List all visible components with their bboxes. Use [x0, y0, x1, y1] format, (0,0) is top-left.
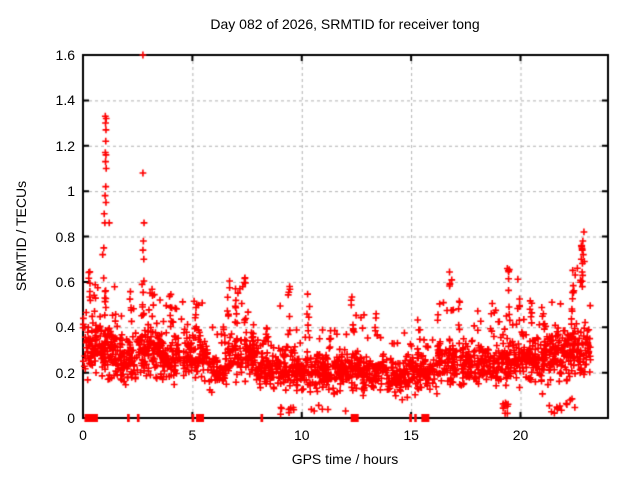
y-tick-label: 0.2 — [55, 364, 75, 381]
y-tick-label: 0.4 — [55, 319, 75, 336]
x-axis-label: GPS time / hours — [291, 451, 399, 467]
y-tick-label: 1.6 — [55, 47, 75, 63]
x-tick-label: 10 — [293, 427, 310, 443]
y-tick-label: 1 — [67, 183, 75, 200]
y-tick-label: 0 — [67, 410, 75, 426]
x-tick-label: 0 — [79, 427, 87, 443]
y-tick-label: 0.6 — [55, 273, 75, 290]
chart-title: Day 082 of 2026, SRMTID for receiver ton… — [210, 16, 480, 32]
y-tick-label: 0.8 — [55, 228, 75, 245]
y-tick-label: 1.4 — [55, 92, 75, 109]
x-tick-label: 5 — [188, 427, 197, 443]
x-tick-label: 20 — [512, 427, 529, 443]
y-axis-label: SRMTID / TECUs — [13, 180, 29, 292]
x-tick-label: 15 — [403, 427, 419, 443]
y-tick-label: 1.2 — [55, 137, 75, 154]
